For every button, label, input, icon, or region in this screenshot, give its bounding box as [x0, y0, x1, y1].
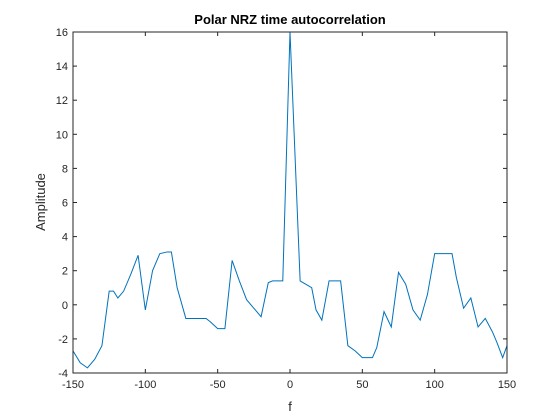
- x-tick-label: 100: [425, 379, 443, 391]
- y-tick-label: -2: [58, 334, 68, 346]
- y-axis-ticks: -4 -2 0 2 4 6 8 10 12 14 16: [56, 27, 507, 380]
- y-tick-label: 2: [62, 266, 68, 278]
- y-tick-label: 10: [56, 129, 68, 141]
- chart-title: Polar NRZ time autocorrelation: [194, 12, 385, 27]
- y-tick-label: 16: [56, 27, 68, 39]
- y-tick-label: 4: [62, 232, 68, 244]
- y-tick-label: 0: [62, 300, 68, 312]
- y-tick-label: 6: [62, 198, 68, 210]
- series-line: [72, 31, 508, 369]
- x-axis-ticks: -150 -100 -50 0 50 100 150: [62, 32, 516, 391]
- plot-area: [73, 32, 507, 373]
- y-axis-label: Amplitude: [33, 173, 48, 231]
- y-tick-label: 8: [62, 163, 68, 175]
- x-tick-label: -150: [62, 379, 84, 391]
- x-tick-label: 150: [498, 379, 516, 391]
- x-tick-label: -100: [134, 379, 156, 391]
- y-tick-label: 14: [56, 61, 68, 73]
- x-tick-label: 0: [287, 379, 293, 391]
- x-tick-label: 50: [356, 379, 368, 391]
- y-tick-label: -4: [58, 368, 68, 380]
- x-axis-label: f: [288, 399, 292, 414]
- plot-frame: [72, 31, 508, 374]
- x-tick-label: -50: [210, 379, 226, 391]
- y-tick-label: 12: [56, 95, 68, 107]
